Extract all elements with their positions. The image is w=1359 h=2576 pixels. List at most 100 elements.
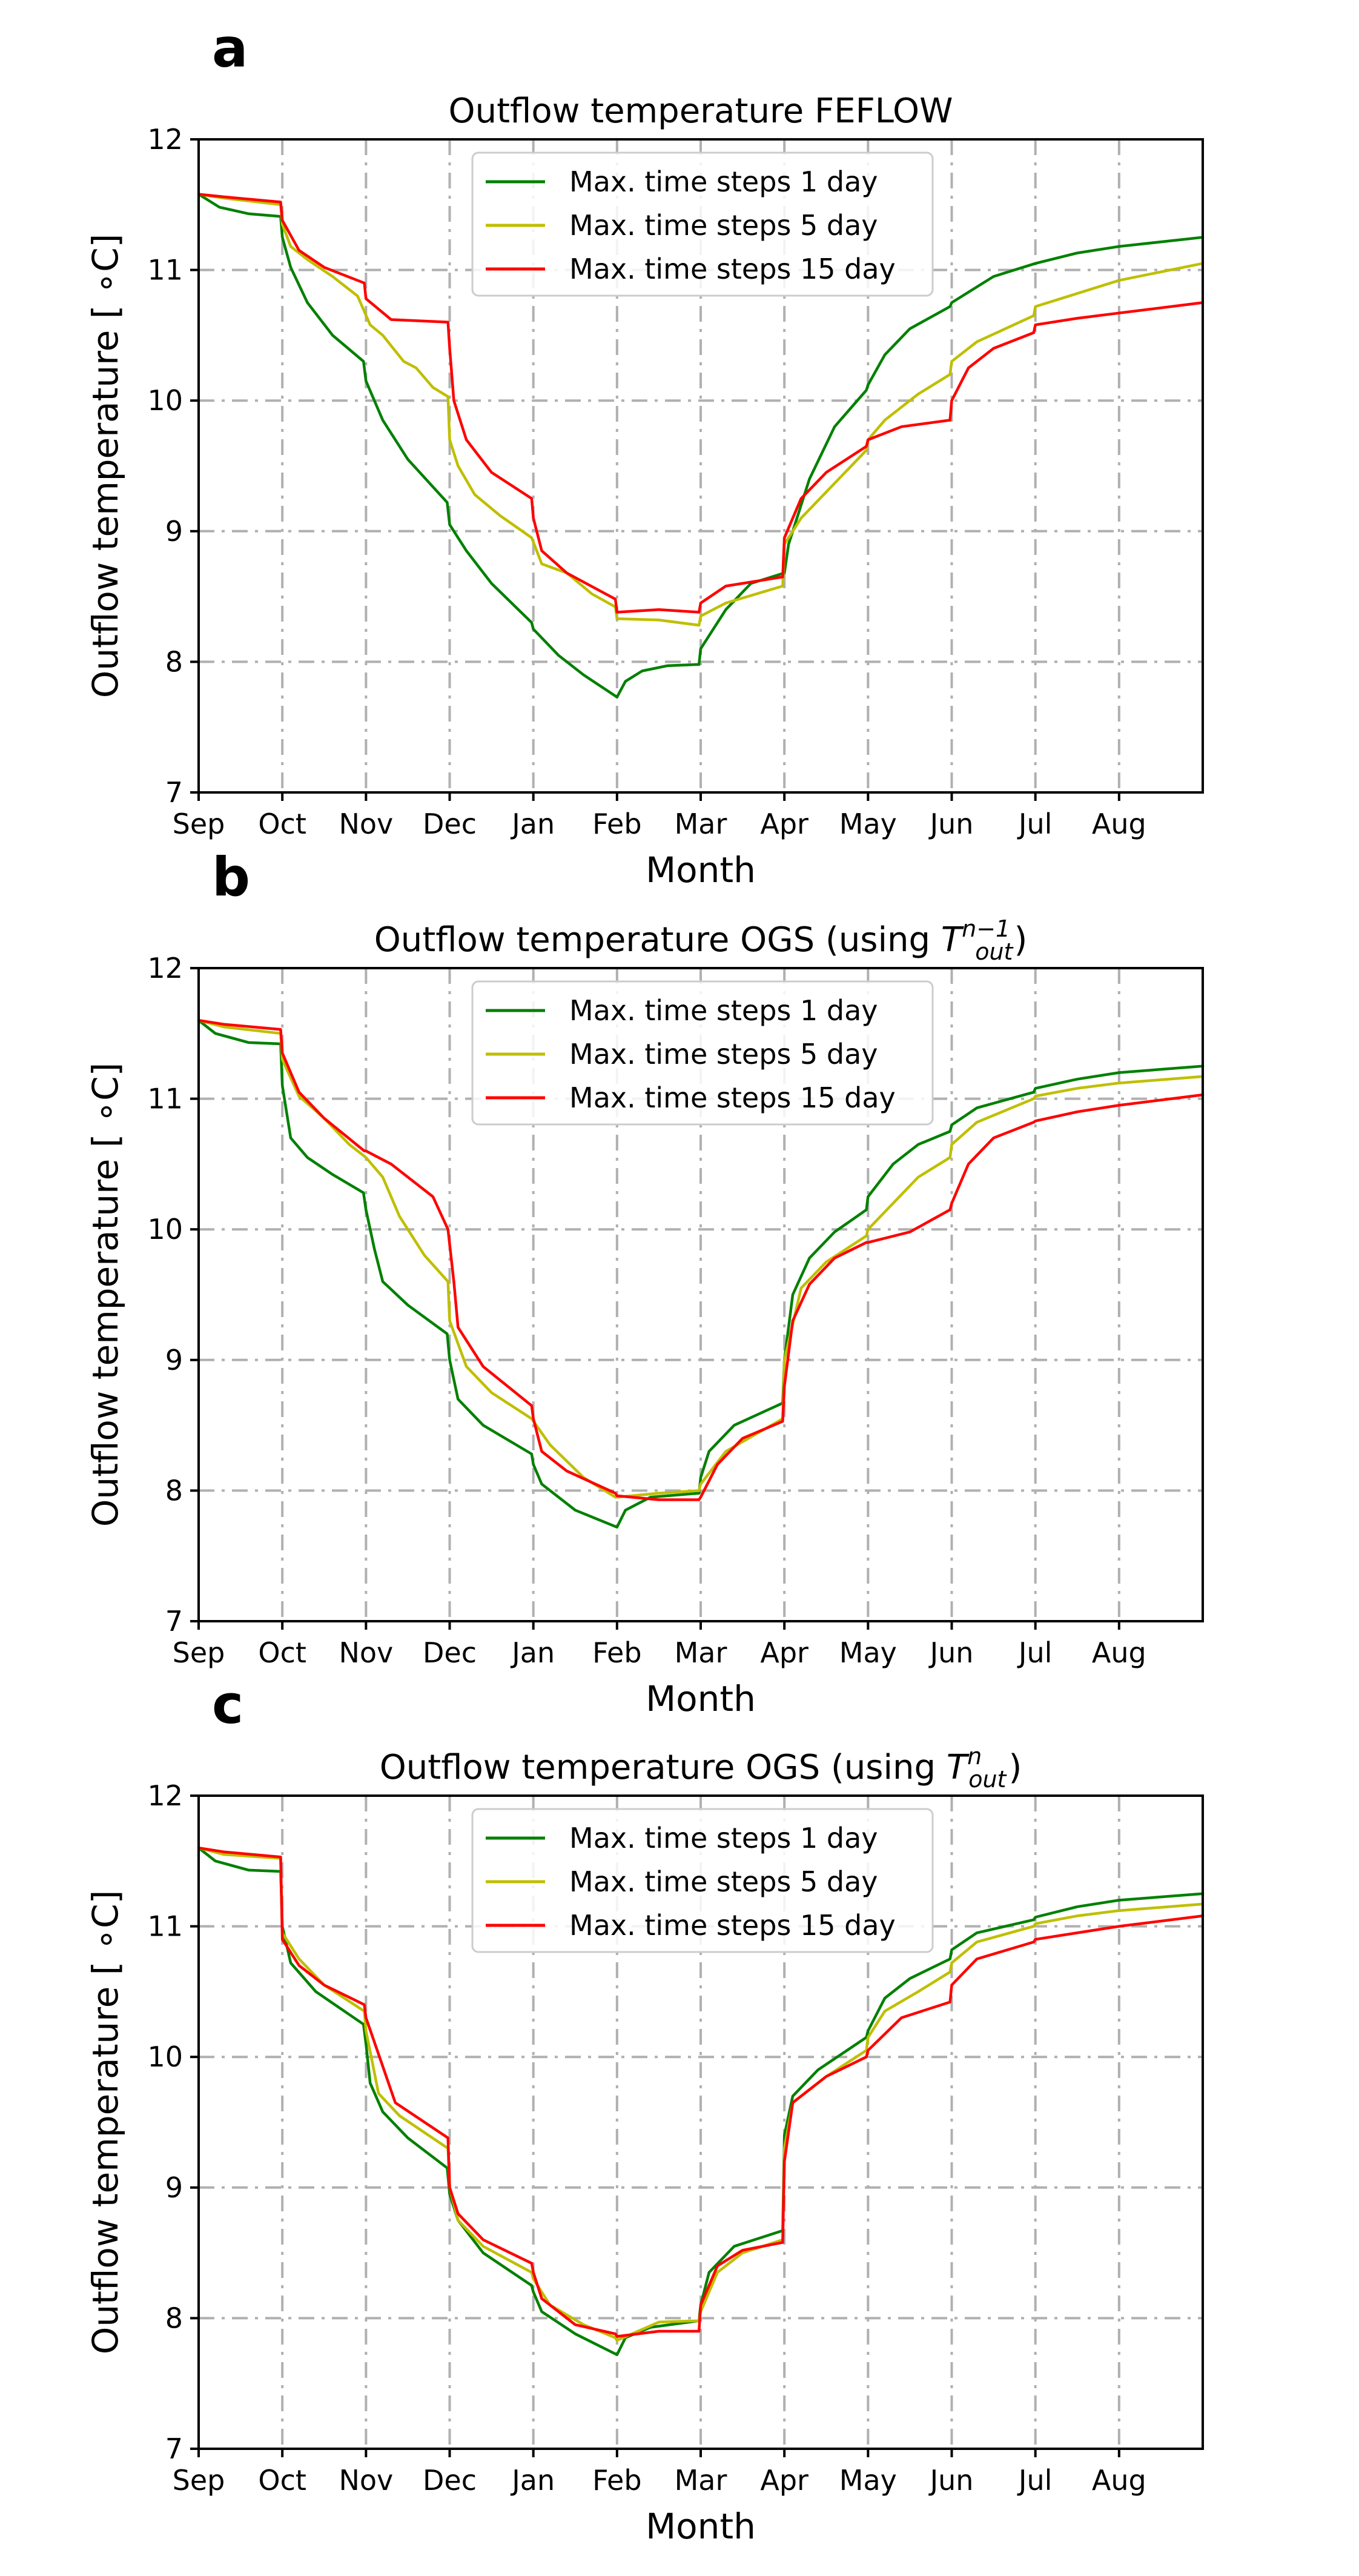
x-tick-label: Apr (760, 2464, 808, 2497)
legend-entry-1: Max. time steps 1 day (569, 165, 878, 198)
y-tick-label: 11 (147, 1910, 183, 1943)
x-tick-label: Sep (173, 2464, 225, 2497)
title-superscript: n (967, 1743, 982, 1770)
y-tick-label: 10 (147, 2040, 183, 2073)
y-tick-label: 8 (165, 2302, 183, 2334)
chart-panel-b: b Outflow temperature OGS (using Tn−1 out)… (85, 846, 1205, 1719)
x-tick-label: Jan (510, 1636, 555, 1669)
title-end: ) (1014, 920, 1027, 960)
legend-box (471, 151, 934, 297)
title-main: Outflow temperature OGS (using (380, 1748, 947, 1787)
title-end: ) (1008, 1748, 1022, 1787)
x-tick-label: Jul (1017, 808, 1053, 840)
legend-entry-1: Max. time steps 1 day (569, 1822, 878, 1854)
legend: Max. time steps 1 day Max. time steps 5 d… (471, 151, 934, 297)
x-tick-label: Sep (173, 808, 225, 840)
panel-label: b (212, 846, 250, 908)
legend: Max. time steps 1 day Max. time steps 5 d… (471, 980, 934, 1126)
y-axis-label: Outflow temperature [ ∘C] (85, 234, 126, 699)
y-tick-label: 12 (147, 1779, 183, 1812)
title-main: Outflow temperature OGS (using (374, 920, 941, 960)
x-tick-label: Jan (510, 808, 555, 840)
y-tick-label: 10 (147, 1213, 183, 1246)
legend-entry-2: Max. time steps 5 day (569, 1865, 878, 1898)
x-tick-label: Feb (592, 1636, 641, 1669)
panel-label: a (212, 17, 248, 79)
x-tick-label: Jun (928, 2464, 974, 2497)
x-tick-label: Dec (423, 2464, 477, 2497)
panel-label: c (212, 1673, 243, 1736)
y-tick-label: 9 (165, 1344, 183, 1376)
title-symbol: T (941, 920, 964, 960)
y-tick-label: 12 (147, 952, 183, 984)
y-axis-label: Outflow temperature [ ∘C] (85, 1890, 126, 2355)
x-tick-label: Nov (339, 2464, 393, 2497)
chart-panel-a: a Outflow temperature FEFLOW Sep Oct Nov Dec J… (85, 17, 1205, 891)
x-axis-label: Month (646, 1678, 756, 1719)
series-line-3 (197, 193, 1205, 614)
x-tick-label: Jul (1017, 2464, 1053, 2497)
x-tick-label: Jan (510, 2464, 555, 2497)
legend-entry-2: Max. time steps 5 day (569, 209, 878, 242)
series-line-2 (197, 1846, 1205, 2342)
y-tick-label: 11 (147, 254, 183, 287)
y-tick-label: 10 (147, 384, 183, 417)
x-tick-label: Apr (760, 1636, 808, 1669)
legend: Max. time steps 1 day Max. time steps 5 d… (471, 1808, 934, 1953)
series-line-3 (197, 1018, 1205, 1501)
y-tick-label: 7 (165, 2432, 183, 2465)
x-tick-label: Nov (339, 1636, 393, 1669)
title-superscript: n−1 (962, 915, 1010, 942)
y-axis-label: Outflow temperature [ ∘C] (85, 1063, 126, 1527)
chart-panel-c: c Outflow temperature OGS (using Tn out) Se… (85, 1673, 1205, 2547)
y-tick-label: 9 (165, 2171, 183, 2204)
y-tick-label: 12 (147, 123, 183, 156)
series-line-1 (197, 1018, 1205, 1529)
legend-box (471, 1808, 934, 1953)
x-tick-label: Jun (928, 808, 974, 840)
x-axis-label: Month (646, 2506, 756, 2547)
x-tick-label: Feb (592, 2464, 641, 2497)
x-tick-label: Mar (675, 2464, 727, 2497)
series-line-2 (197, 1018, 1205, 1499)
legend-entry-3: Max. time steps 15 day (569, 1081, 896, 1114)
title-main: Outflow temperature FEFLOW (449, 91, 953, 131)
x-tick-label: Mar (675, 808, 727, 840)
y-tick-label: 7 (165, 776, 183, 809)
x-tick-label: Dec (423, 808, 477, 840)
title-subscript: out (975, 938, 1014, 965)
x-tick-label: Sep (173, 1636, 225, 1669)
x-tick-label: Oct (258, 1636, 306, 1669)
y-tick-label: 11 (147, 1083, 183, 1115)
y-tick-label: 9 (165, 515, 183, 548)
series-line-3 (197, 1846, 1205, 2338)
title-symbol: T (947, 1748, 970, 1787)
chart-title: Outflow temperature FEFLOW (449, 91, 953, 131)
x-tick-label: Dec (423, 1636, 477, 1669)
x-tick-label: Oct (258, 2464, 306, 2497)
x-tick-label: Nov (339, 808, 393, 840)
y-tick-label: 8 (165, 1474, 183, 1507)
title-subscript: out (968, 1766, 1007, 1793)
x-axis-label: Month (646, 849, 756, 891)
x-tick-label: Aug (1092, 808, 1146, 840)
x-tick-label: Mar (675, 1636, 727, 1669)
x-tick-label: May (839, 2464, 897, 2497)
series-line-2 (197, 193, 1205, 627)
legend-entry-1: Max. time steps 1 day (569, 994, 878, 1027)
x-tick-label: Aug (1092, 1636, 1146, 1669)
chart-title: Outflow temperature OGS (using Tn−1 out) (374, 915, 1028, 965)
legend-entry-3: Max. time steps 15 day (569, 253, 896, 285)
x-tick-label: Apr (760, 808, 808, 840)
x-tick-label: Oct (258, 808, 306, 840)
x-tick-label: May (839, 808, 897, 840)
legend-entry-3: Max. time steps 15 day (569, 1909, 896, 1942)
x-tick-label: Feb (592, 808, 641, 840)
series-line-1 (197, 193, 1205, 699)
y-tick-label: 7 (165, 1605, 183, 1638)
legend-entry-2: Max. time steps 5 day (569, 1038, 878, 1071)
x-tick-label: Jul (1017, 1636, 1053, 1669)
x-tick-label: Jun (928, 1636, 974, 1669)
y-tick-label: 8 (165, 645, 183, 678)
